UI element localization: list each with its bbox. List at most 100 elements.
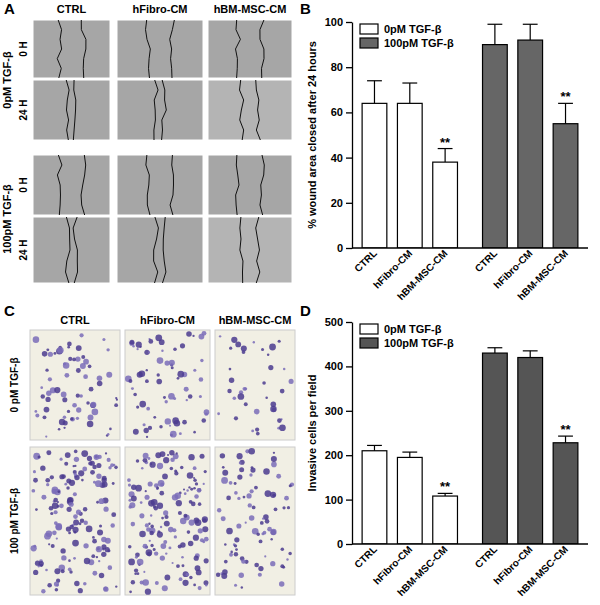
- cell: [68, 559, 71, 562]
- cell: [63, 416, 67, 420]
- cell: [183, 514, 187, 518]
- wound-edge: [170, 20, 175, 78]
- cell: [107, 549, 110, 552]
- cell: [204, 558, 209, 563]
- cell: [128, 505, 132, 509]
- cell: [69, 502, 74, 507]
- wound-edge: [146, 20, 151, 78]
- cell: [263, 531, 267, 535]
- cell: [87, 421, 94, 428]
- cell: [105, 547, 110, 552]
- y-tick-label: 400: [325, 360, 343, 372]
- cell: [180, 343, 185, 348]
- micrograph: [125, 330, 210, 440]
- cell: [231, 337, 237, 343]
- cell: [254, 409, 260, 415]
- cell: [61, 555, 66, 560]
- cell: [168, 546, 171, 549]
- cell: [148, 339, 153, 344]
- micrograph: [215, 447, 295, 595]
- cell: [90, 470, 95, 475]
- cell: [187, 530, 191, 534]
- cell: [149, 462, 155, 468]
- cell: [101, 552, 106, 557]
- panel-label: B: [300, 0, 311, 17]
- cell: [165, 418, 171, 424]
- cell: [86, 401, 90, 405]
- cell: [139, 513, 144, 518]
- significance: **: [560, 422, 571, 437]
- wound-edge: [240, 80, 244, 140]
- cell: [64, 483, 67, 486]
- wound-edge: [260, 155, 264, 215]
- cell: [221, 477, 228, 484]
- cell: [114, 466, 118, 470]
- column-header: hBM-MSC-CM: [219, 314, 292, 326]
- x-tick-label: CTRL: [352, 248, 379, 275]
- cell: [128, 483, 131, 486]
- cell: [234, 584, 237, 587]
- cell-texture: [217, 335, 293, 435]
- cell: [162, 474, 168, 480]
- error-bar-stem: [409, 452, 410, 457]
- cell: [83, 543, 88, 548]
- row-label: 0 pM TGF-β: [9, 358, 20, 413]
- cell: [172, 562, 174, 564]
- cell: [31, 545, 37, 551]
- cell: [41, 589, 45, 593]
- cell: [92, 536, 95, 539]
- cell: [73, 514, 78, 519]
- legend-swatch: [360, 38, 378, 48]
- cell: [92, 409, 99, 416]
- cell: [255, 427, 259, 431]
- cell: [229, 368, 232, 371]
- cell: [94, 454, 100, 460]
- cell: [111, 512, 116, 517]
- cell: [140, 501, 143, 504]
- cell: [270, 538, 272, 540]
- cell: [188, 486, 190, 488]
- cell: [164, 515, 168, 519]
- cell: [136, 348, 138, 350]
- cell: [187, 472, 194, 479]
- cell: [217, 412, 220, 415]
- cell: [55, 523, 62, 530]
- cell: [172, 494, 178, 500]
- cell: [64, 462, 68, 466]
- cell: [254, 486, 258, 490]
- cell: [112, 482, 115, 485]
- cell: [65, 452, 71, 458]
- column-header: CTRL: [57, 3, 87, 15]
- cell: [76, 345, 82, 351]
- cell: [55, 588, 59, 592]
- cell: [249, 515, 255, 521]
- cell: [167, 454, 169, 456]
- legend: 0pM TGF-β100pM TGF-β: [360, 323, 454, 349]
- cell: [289, 484, 292, 487]
- wound-edge: [236, 20, 241, 78]
- cell: [132, 345, 134, 347]
- cell: [163, 396, 166, 399]
- plot-marks: [362, 24, 578, 248]
- cell: [58, 428, 61, 431]
- y-axis: 020406080100: [325, 16, 353, 254]
- cell: [286, 558, 288, 560]
- cell: [31, 489, 35, 493]
- cell: [242, 350, 246, 354]
- legend-label: 100pM TGF-β: [384, 337, 454, 349]
- cell: [181, 556, 184, 559]
- cell: [181, 564, 184, 567]
- y-tick-label: 60: [331, 106, 343, 118]
- error-bar: [523, 351, 538, 358]
- error-bar-stem: [565, 103, 566, 123]
- cell: [46, 450, 51, 455]
- error-bar: [523, 24, 538, 40]
- cell: [143, 571, 145, 573]
- cell: [150, 514, 152, 516]
- cell: [222, 466, 225, 469]
- cell: [277, 418, 282, 423]
- wound-edge: [240, 217, 243, 283]
- cell: [185, 573, 189, 577]
- bar: [362, 103, 387, 248]
- cell: [280, 389, 285, 394]
